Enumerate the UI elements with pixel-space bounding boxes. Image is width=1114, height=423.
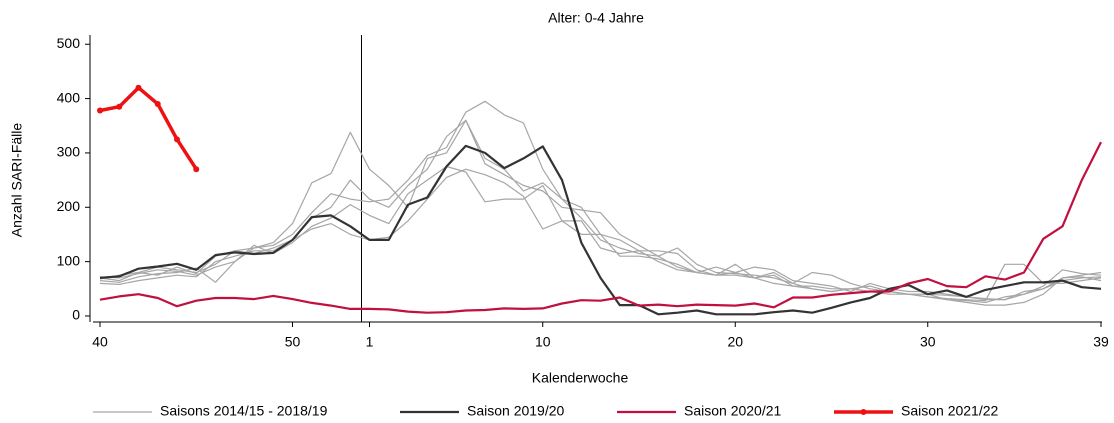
series-line	[99, 119, 1102, 302]
y-tick-label: 300	[57, 144, 81, 160]
legend-marker	[860, 409, 867, 415]
point	[174, 136, 180, 143]
point	[97, 107, 103, 114]
legend-label: Saison 2020/21	[684, 403, 782, 419]
y-tick-label: 200	[57, 198, 81, 214]
y-tick-label: 0	[72, 307, 80, 323]
series-line	[99, 144, 1102, 316]
x-tick-label: 40	[92, 334, 108, 350]
y-tick-label: 100	[57, 252, 81, 268]
series-line	[99, 100, 1102, 303]
x-tick-label: 1	[366, 334, 374, 350]
point	[135, 84, 142, 91]
x-tick-label: 30	[920, 334, 936, 350]
legend-label: Saison 2021/22	[901, 403, 999, 419]
series-line	[99, 85, 198, 171]
series-line	[99, 141, 1102, 314]
x-tick-label: 39	[1093, 334, 1109, 350]
chart-title: Alter: 0-4 Jahre	[548, 10, 644, 26]
y-axis-label: Anzahl SARI-Fälle	[9, 123, 25, 238]
legend-label: Saison 2019/20	[467, 403, 565, 419]
x-tick-label: 50	[285, 334, 301, 350]
point	[116, 103, 123, 110]
series-line	[99, 168, 1102, 301]
y-tick-label: 400	[57, 89, 81, 105]
point	[154, 101, 161, 108]
y-tick-label: 500	[57, 35, 81, 51]
legend-label: Saisons 2014/15 - 2018/19	[160, 403, 328, 419]
x-tick-label: 20	[727, 334, 743, 350]
point	[193, 166, 200, 173]
x-tick-label: 10	[535, 334, 551, 350]
x-axis-label: Kalenderwoche	[532, 370, 629, 386]
